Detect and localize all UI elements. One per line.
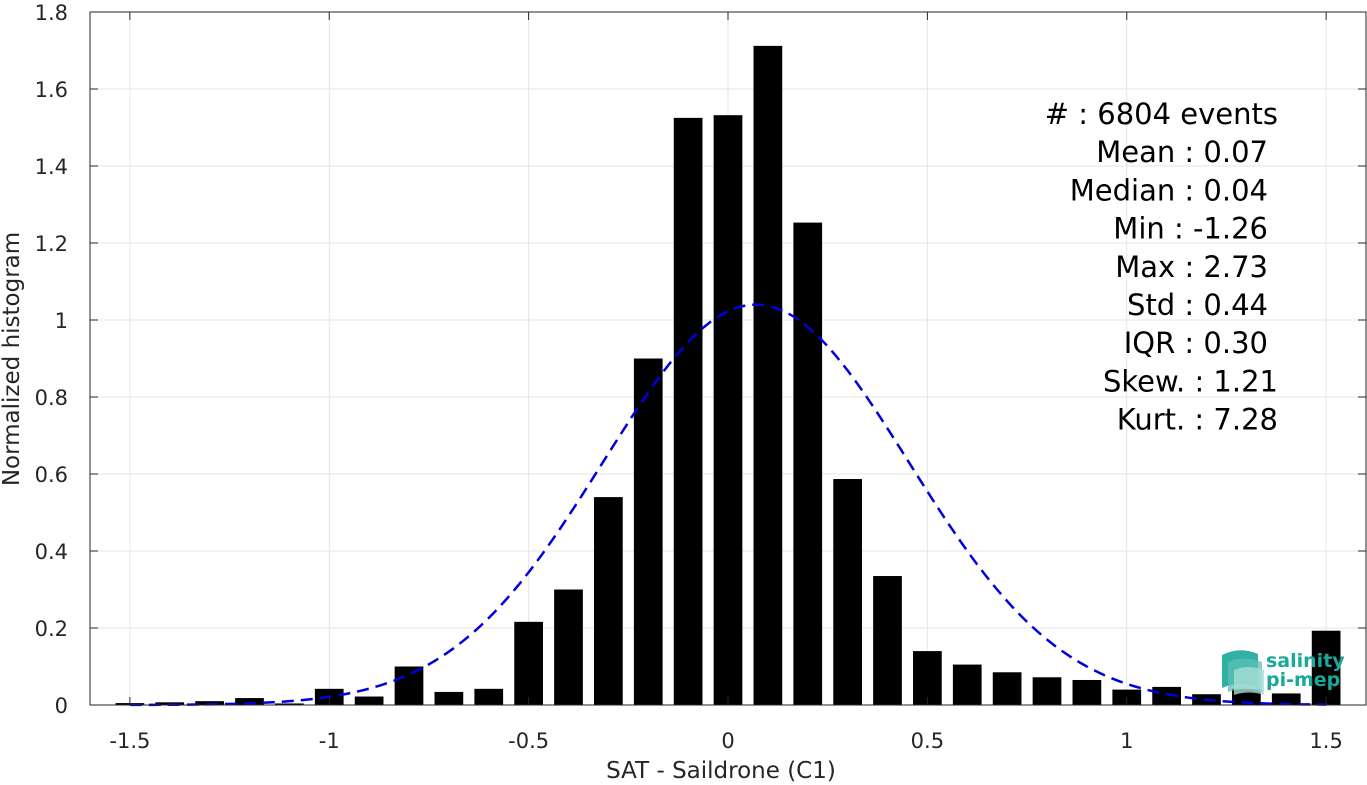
stat-line: IQR : 0.30: [1124, 326, 1268, 360]
y-axis-label: Normalized histogram: [0, 232, 25, 486]
x-tick-label: 1.5: [1309, 729, 1342, 753]
x-tick-label: -0.5: [508, 729, 549, 753]
y-tick-label: 0.2: [35, 617, 68, 641]
y-tick-label: 1.8: [35, 1, 68, 25]
x-tick-labels: -1.5 -1 -0.5 0 0.5 1 1.5: [109, 729, 1342, 753]
histogram-bar: [753, 45, 783, 705]
y-tick-label: 0: [55, 694, 68, 718]
stat-line: # : 6804 events: [1045, 97, 1278, 131]
histogram-bar: [833, 479, 862, 705]
y-tick-label: 0.8: [35, 386, 68, 410]
histogram-bars: [115, 45, 1341, 706]
stat-line: Mean : 0.07: [1096, 135, 1268, 169]
salinity-pimep-logo: salinity pi-mep: [1222, 650, 1345, 695]
stat-line: Max : 2.73: [1115, 250, 1268, 284]
histogram-bar: [354, 696, 384, 705]
axes-frame: [89, 11, 1367, 706]
histogram-bar: [1032, 677, 1062, 705]
y-tick-label: 1.6: [35, 78, 68, 102]
histogram-bar: [873, 576, 902, 705]
gaussian-fit-curve: [129, 303, 1327, 707]
histogram-bar: [434, 691, 464, 705]
salinity-pimep-logo-icon: [1222, 650, 1264, 695]
stat-line: Std : 0.44: [1127, 288, 1268, 322]
histogram-bar: [594, 497, 623, 705]
stat-line: Skew. : 1.21: [1103, 364, 1278, 398]
logo-text-line1: salinity: [1266, 650, 1345, 672]
x-tick-label: -1: [319, 729, 340, 753]
histogram-bar: [235, 698, 264, 705]
histogram-bar: [1271, 693, 1301, 705]
histogram-bar: [673, 117, 703, 705]
logo-text-line2: pi-mep: [1266, 669, 1340, 691]
histogram-bar: [713, 115, 743, 706]
y-tick-labels: 0 0.2 0.4 0.6 0.8 1 1.2 1.4 1.6 1.8: [35, 1, 68, 718]
y-tick-label: 1.4: [35, 155, 68, 179]
x-tick-label: 1: [1120, 729, 1133, 753]
histogram-bar: [633, 358, 663, 705]
statistics-box: # : 6804 events Mean : 0.07 Median : 0.04 M…: [1045, 97, 1278, 437]
histogram-bar: [1072, 679, 1102, 705]
stat-line: Min : -1.26: [1113, 212, 1268, 246]
y-tick-label: 1: [55, 309, 68, 333]
x-tick-label: -1.5: [109, 729, 150, 753]
histogram-bar: [474, 688, 504, 705]
histogram-bar: [992, 672, 1022, 705]
y-tick-label: 0.4: [35, 540, 68, 564]
y-tick-label: 1.2: [35, 232, 68, 256]
x-tick-label: 0: [721, 729, 734, 753]
x-tick-label: 0.5: [911, 729, 944, 753]
histogram-bar: [554, 589, 583, 705]
y-tick-label: 0.6: [35, 463, 68, 487]
histogram-bar: [275, 703, 304, 705]
stat-line: Kurt. : 7.28: [1117, 403, 1278, 437]
histogram-bar: [1311, 630, 1341, 705]
stat-line: Median : 0.04: [1070, 173, 1268, 207]
histogram-bar: [952, 664, 982, 705]
histogram-bar: [394, 666, 424, 705]
histogram-bar: [514, 621, 543, 705]
histogram-bar: [793, 222, 823, 705]
histogram-bar: [913, 651, 942, 705]
x-axis-label: SAT - Saildrone (C1): [606, 758, 836, 784]
